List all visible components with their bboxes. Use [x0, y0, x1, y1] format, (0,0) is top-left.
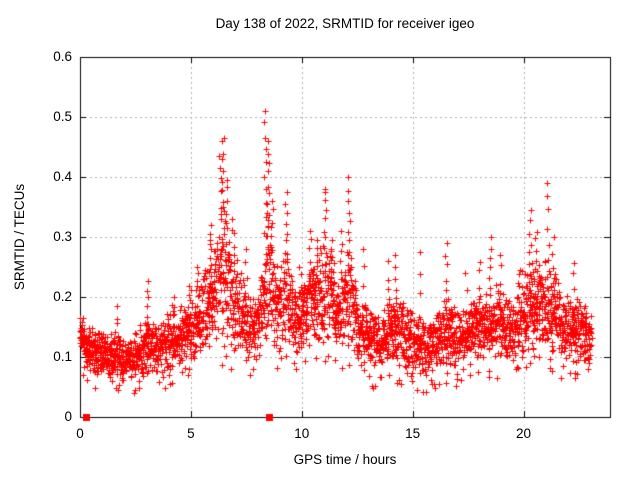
- y-tick-label: 0.1: [53, 349, 72, 364]
- y-tick-label: 0.3: [53, 229, 72, 244]
- x-tick-label: 15: [405, 426, 421, 441]
- x-tick-label: 10: [294, 426, 310, 441]
- y-tick-label: 0.4: [53, 169, 72, 184]
- x-tick-label: 0: [76, 426, 84, 441]
- x-tick-label: 20: [515, 426, 532, 441]
- chart-title: Day 138 of 2022, SRMTID for receiver ige…: [215, 16, 475, 31]
- y-tick-label: 0.5: [53, 109, 72, 124]
- y-tick-label: 0.6: [53, 49, 72, 64]
- y-tick-label: 0.2: [53, 289, 72, 304]
- x-axis-label: GPS time / hours: [293, 452, 397, 467]
- x-tick-label: 5: [187, 426, 195, 441]
- y-tick-label: 0: [64, 409, 72, 424]
